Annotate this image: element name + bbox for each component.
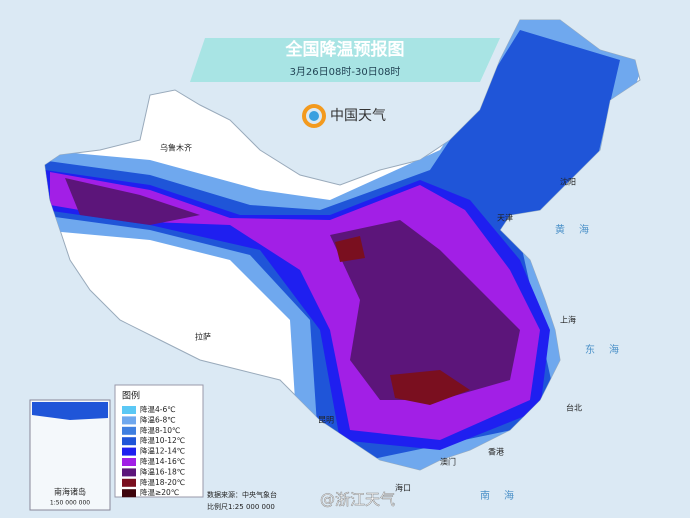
title-banner — [190, 38, 500, 82]
legend-label: 降温8-10℃ — [140, 425, 180, 435]
sea-label: 东海 — [585, 343, 633, 356]
logo-icon — [309, 111, 319, 121]
sea-label: 黄海 — [555, 223, 603, 236]
city-label: 乌鲁木齐 — [160, 143, 192, 153]
sea-label: 南海 — [480, 489, 528, 502]
legend-title: 图例 — [122, 390, 140, 402]
legend-label: 降温12-14℃ — [140, 446, 185, 456]
legend-label: 降温4-6℃ — [140, 404, 176, 414]
inset-label: 南海诸岛 — [54, 487, 86, 497]
legend-swatch — [122, 447, 136, 456]
cooling-zones — [45, 20, 640, 470]
city-label: 昆明 — [318, 416, 334, 425]
logo-icon — [302, 104, 326, 128]
subtitle: 3月26日08时-30日08时 — [290, 66, 401, 78]
legend-swatch — [122, 468, 136, 477]
legend-swatch — [122, 478, 136, 487]
legend: 图例 降温4-6℃降温6-8℃降温8-10℃降温10-12℃降温12-14℃降温… — [114, 384, 204, 498]
city-label: 拉萨 — [195, 332, 211, 342]
legend-label: 降温16-18℃ — [140, 466, 185, 476]
legend-swatch — [122, 489, 136, 498]
city-label: 香港 — [488, 447, 504, 457]
legend-swatch — [122, 458, 136, 466]
zone — [65, 178, 520, 400]
logo-text: 中国天气 — [330, 108, 386, 124]
city-label: 海口 — [395, 483, 411, 493]
zone — [335, 236, 470, 405]
legend-swatch — [122, 426, 136, 435]
legend-swatch — [122, 416, 136, 425]
legend-label: 降温6-8℃ — [140, 414, 176, 424]
city-label: 上海 — [560, 315, 576, 325]
legend-label: 降温18-20℃ — [140, 477, 185, 487]
legend-label: 降温10-12℃ — [140, 435, 185, 445]
footer-scale: 比例尺1:25 000 000 — [207, 502, 275, 511]
inset-scale: 1:50 000 000 — [50, 500, 90, 507]
inset-zone — [32, 402, 108, 420]
city-label: 天津 — [497, 213, 513, 223]
legend-label: 降温≥20℃ — [140, 487, 179, 497]
legend-label: 降温14-16℃ — [140, 456, 185, 466]
footer-source: 数据来源：中央气象台 — [207, 490, 277, 499]
legend-swatch — [122, 406, 136, 414]
watermark: @浙江天气 — [320, 491, 395, 509]
city-label: 沈阳 — [560, 177, 576, 187]
legend-swatch — [122, 437, 136, 446]
title: 全国降温预报图 — [285, 39, 405, 60]
city-label: 澳门 — [440, 457, 456, 467]
city-label: 台北 — [566, 403, 582, 413]
